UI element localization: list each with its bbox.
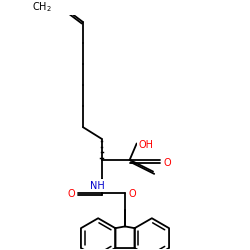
Text: O: O (67, 189, 75, 199)
Text: O: O (164, 158, 171, 168)
Text: OH: OH (138, 140, 154, 150)
Text: O: O (128, 189, 136, 199)
Text: CH$_2$: CH$_2$ (32, 0, 52, 14)
Text: NH: NH (90, 180, 104, 190)
